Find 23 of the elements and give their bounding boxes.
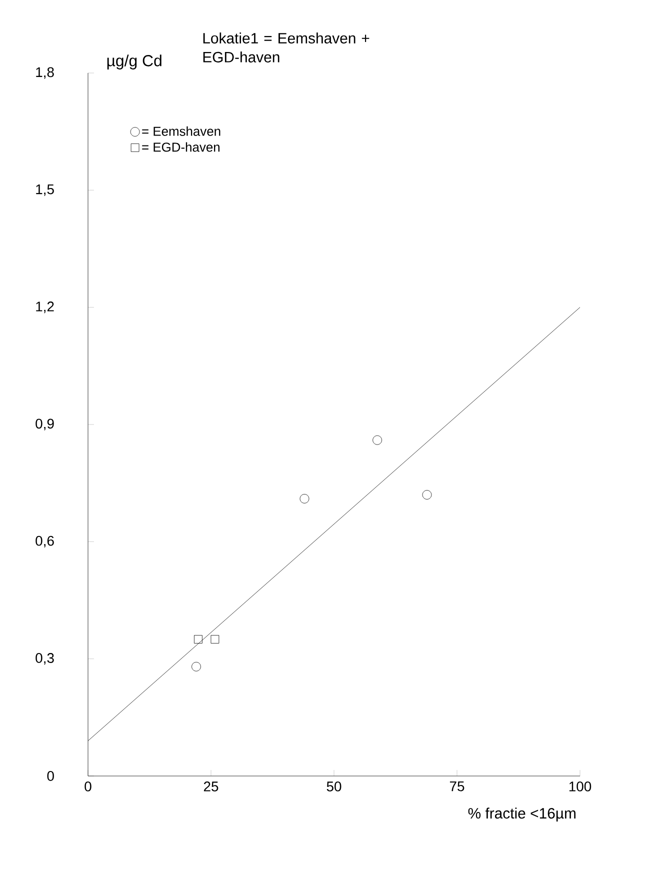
point (210, 635, 220, 644)
x-axis-title: % fractie <16µm (468, 808, 576, 822)
x-tick-label: 50 (326, 782, 342, 792)
point (192, 662, 201, 672)
x-tick-label: 75 (450, 782, 464, 792)
point (372, 435, 382, 445)
point (422, 490, 432, 500)
y-tick-label: 1,8 (36, 67, 54, 79)
x-tick-label: 25 (204, 782, 218, 792)
x-tick-label: 100 (569, 782, 592, 792)
y-tick-label: 1,2 (36, 302, 54, 314)
y-tick-label: 0,3 (36, 653, 54, 665)
y-tick-label: 0,9 (36, 418, 54, 430)
point (194, 635, 202, 644)
legend-label: = EGD-haven (142, 142, 220, 152)
chart-title: Lokatie1 = Eemshaven + EGD-haven (203, 32, 370, 62)
point (300, 494, 310, 504)
y-tick-label: 0 (47, 771, 54, 781)
x-tick-label: 0 (84, 782, 92, 792)
y-axis-title: µg/g Cd (107, 54, 162, 70)
y-tick-label: 1,5 (36, 184, 54, 196)
y-tick-label: 0,6 (36, 536, 54, 548)
legend-label: = Eemshaven (142, 126, 220, 136)
